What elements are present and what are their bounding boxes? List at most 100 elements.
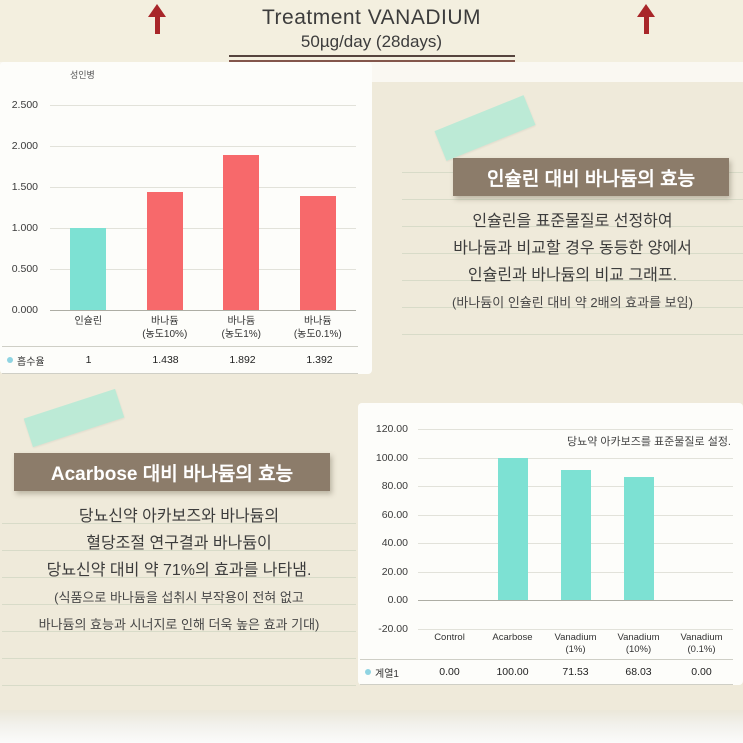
y-axis-tick-label: 1.500	[11, 181, 38, 193]
table-values: 0.00 100.00 71.53 68.03 0.00	[418, 666, 733, 678]
note-line: 인슐린을 표준물질로 선정하여	[472, 213, 673, 230]
acarbose-vanadium-bar-chart	[418, 429, 733, 630]
table-value: 0.00	[439, 666, 460, 678]
y-axis-tick-label: 0.500	[11, 263, 38, 275]
x-label-line2: (0.1%)	[687, 644, 716, 656]
x-label-line1: 바나듐	[227, 316, 256, 327]
note-line: 당뇨신약 대비 약 71%의 효과를 나타냄.	[46, 562, 312, 579]
insulin-vanadium-bar-chart	[50, 105, 357, 311]
gridline	[50, 310, 356, 311]
x-label-vanadium-10: Vanadium (10%)	[607, 632, 670, 657]
note-line: 인슐린과 바나듐의 비교 그래프.	[467, 267, 678, 284]
red-up-arrow-right-icon	[637, 4, 655, 34]
header: Treatment VANADIUM 50µg/day (28days)	[0, 0, 743, 62]
x-label-acarbose: Acarbose	[481, 632, 544, 657]
gridline	[50, 228, 356, 229]
bar-1	[146, 192, 183, 310]
red-up-arrow-left-icon	[148, 4, 166, 34]
bar-slot	[481, 429, 544, 601]
bars-container	[418, 429, 733, 601]
table-value: 1.892	[229, 354, 256, 366]
arrow-shaft	[154, 17, 160, 34]
series-name: 계열1	[375, 668, 399, 680]
note-line: 바나듐의 효능과 시너지로 인해 더욱 높은 효과 기대)	[38, 617, 320, 632]
dose-subtitle: 50µg/day (28days)	[300, 32, 443, 51]
x-label-line1: 바나듐	[303, 316, 332, 327]
acarbose-comparison-title: Acarbose 대비 바나듐의 효능	[14, 453, 330, 491]
x-label-line2: (농도1%)	[221, 329, 261, 340]
underline-top	[228, 55, 515, 57]
y-axis-tick-label: 0.000	[11, 304, 38, 316]
bar-slot	[50, 105, 127, 310]
y-axis-tick-label: 2.000	[11, 140, 38, 152]
bar-slot	[418, 429, 481, 600]
gridline	[50, 105, 356, 106]
chart-note: 당뇨약 아카보즈를 표준물질로 설정.	[566, 436, 731, 448]
y-axis-tick-label: 1.000	[11, 222, 38, 234]
treatment-title: Treatment VANADIUM	[261, 6, 482, 29]
y-axis-tick-label: 0.00	[387, 594, 408, 607]
gridline	[50, 146, 356, 147]
arrow-shaft	[643, 17, 649, 34]
note-text: 당뇨신약 아카보즈와 바나듐의 혈당조절 연구결과 바나듐이 당뇨신약 대비 약…	[2, 503, 356, 638]
note-line: 바나듐과 비교할 경우 동등한 양에서	[453, 240, 692, 257]
x-label-vanadium-01: 바나듐 (농도0.1%)	[280, 315, 357, 341]
gridline	[50, 269, 356, 270]
series-name: 흡수율	[17, 356, 45, 368]
slide-insulin-comparison: 성인병 2.500 2.000 1.500 1.000 0.500 0.000 인슐린 바…	[0, 62, 743, 395]
y-axis-tick-label: 40.00	[381, 537, 408, 550]
x-label-line2: (10%)	[625, 644, 652, 656]
bar-0	[70, 228, 107, 310]
note-ruled-area: 당뇨신약 아카보즈와 바나듐의 혈당조절 연구결과 바나듐이 당뇨신약 대비 약…	[2, 497, 356, 709]
series-cell: 흡수율	[2, 353, 50, 368]
insulin-chart-card: 성인병 2.500 2.000 1.500 1.000 0.500 0.000 인슐린 바…	[0, 62, 372, 374]
y-axis: 2.500 2.000 1.500 1.000 0.500 0.000	[0, 99, 42, 316]
note-text: 인슐린을 표준물질로 선정하여 바나듐과 비교할 경우 동등한 양에서 인슐린과…	[402, 208, 743, 316]
x-label-vanadium-01: Vanadium (0.1%)	[670, 632, 733, 657]
dose-subtitle-wrap: 50µg/day (28days)	[0, 32, 743, 62]
y-axis-tick-label: 60.00	[381, 508, 408, 521]
note-line: 당뇨신약 아카보즈와 바나듐의	[78, 508, 280, 525]
double-underline	[228, 55, 515, 62]
bar-slot	[127, 105, 204, 310]
arrow-head	[148, 4, 166, 17]
washi-tape-icon	[23, 388, 125, 448]
data-table-row: 계열1 0.00 100.00 71.53 68.03 0.00	[360, 659, 733, 685]
x-label-control: Control	[418, 632, 481, 657]
y-axis-tick-label: 100.00	[375, 451, 408, 464]
y-axis-tick-label: 2.500	[11, 99, 38, 111]
table-value: 71.53	[562, 666, 589, 678]
series-legend-dot-icon	[7, 357, 13, 363]
table-value: 1.392	[306, 354, 333, 366]
insulin-comparison-title: 인슐린 대비 바나듐의 효능	[453, 158, 729, 196]
arrow-head	[637, 4, 655, 17]
x-label-line1: Vanadium	[680, 632, 723, 643]
bar-slot	[670, 429, 733, 600]
y-axis: 120.00 100.00 80.00 60.00 40.00 20.00 0.00 -20.…	[360, 423, 412, 635]
table-value: 68.03	[625, 666, 652, 678]
x-axis-labels: Control Acarbose Vanadium (1%) Vanadium …	[418, 632, 733, 657]
series-cell: 계열1	[360, 665, 418, 680]
bar-3	[299, 195, 336, 310]
x-label-line1: Vanadium	[617, 632, 660, 643]
y-axis-tick-label: -20.00	[378, 623, 408, 635]
bar-3	[623, 476, 654, 601]
bar-2	[223, 154, 260, 310]
underline-bottom	[228, 60, 515, 62]
y-axis-tick-label: 80.00	[381, 480, 408, 493]
bar-slot	[544, 429, 607, 601]
x-label-line2: (농도10%)	[142, 329, 188, 340]
bar-1	[497, 457, 528, 601]
bottom-edge-strip	[0, 710, 743, 743]
gridline	[418, 600, 733, 602]
bar-slot	[203, 105, 280, 310]
x-label-line2: (농도0.1%)	[293, 329, 342, 340]
series-legend-dot-icon	[365, 669, 371, 675]
x-label-line1: 인슐린	[74, 316, 103, 327]
bar-slot	[280, 105, 357, 310]
x-axis-labels: 인슐린 바나듐 (농도10%) 바나듐 (농도1%) 바나듐 (농도0.1%)	[50, 315, 356, 341]
x-label-line1: 바나듐	[150, 316, 179, 327]
acarbose-chart-card: 당뇨약 아카보즈를 표준물질로 설정. 120.00 100.00 80.00 60.…	[358, 403, 743, 685]
x-label-vanadium-1: 바나듐 (농도1%)	[203, 315, 280, 341]
